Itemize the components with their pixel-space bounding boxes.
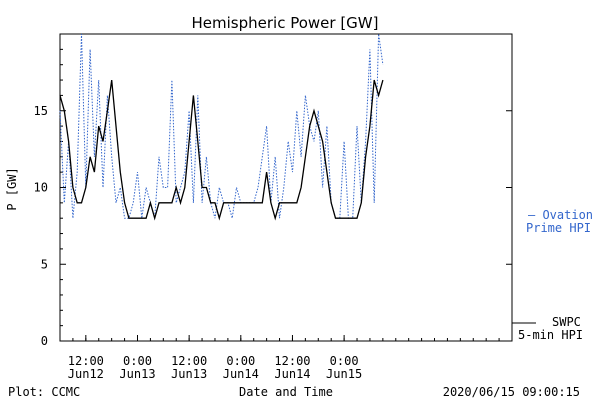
plot-area	[59, 33, 513, 342]
series-line-ovation-prime-hpi	[59, 33, 384, 219]
y-tick-label: 0	[41, 334, 48, 348]
x-tick-time: 12:00	[171, 354, 207, 368]
legend-ovation-line2: Prime HPI	[526, 221, 591, 235]
chart-title: Hemispheric Power [GW]	[192, 14, 379, 32]
x-tick-date: Jun14	[274, 367, 310, 381]
x-tick-time: 12:00	[274, 354, 310, 368]
y-tick-label: 5	[41, 257, 48, 271]
x-tick-time: 12:00	[68, 354, 104, 368]
x-axis-label: Date and Time	[239, 385, 333, 399]
y-tick-label: 15	[34, 104, 48, 118]
footer-plot-credit: Plot: CCMC	[8, 385, 80, 399]
x-tick-date: Jun12	[68, 367, 104, 381]
x-tick-date: Jun14	[223, 367, 259, 381]
plot-border	[59, 33, 513, 342]
x-axis: 12:00Jun120:00Jun1312:00Jun130:00Jun1412…	[59, 335, 513, 381]
footer-timestamp: 2020/06/15 09:00:15	[443, 385, 580, 399]
legend-swpc-line1: SWPC	[552, 315, 581, 329]
legend-ovation-line1: — Ovation	[528, 208, 593, 222]
x-tick-date: Jun15	[326, 367, 362, 381]
y-axis: 0 5 10 15	[34, 48, 512, 348]
x-tick-date: Jun13	[119, 367, 155, 381]
legend: — Ovation Prime HPI SWPC 5-min HPI	[512, 208, 593, 342]
series-layer	[59, 33, 384, 221]
y-axis-label: P [GW]	[5, 167, 19, 210]
x-tick-time: 0:00	[226, 354, 255, 368]
x-tick-time: 0:00	[330, 354, 359, 368]
x-tick-time: 0:00	[123, 354, 152, 368]
legend-swpc-line2: 5-min HPI	[518, 328, 583, 342]
x-tick-date: Jun13	[171, 367, 207, 381]
y-tick-label: 10	[34, 181, 48, 195]
series-line-swpc-5-min-hpi	[59, 79, 384, 221]
